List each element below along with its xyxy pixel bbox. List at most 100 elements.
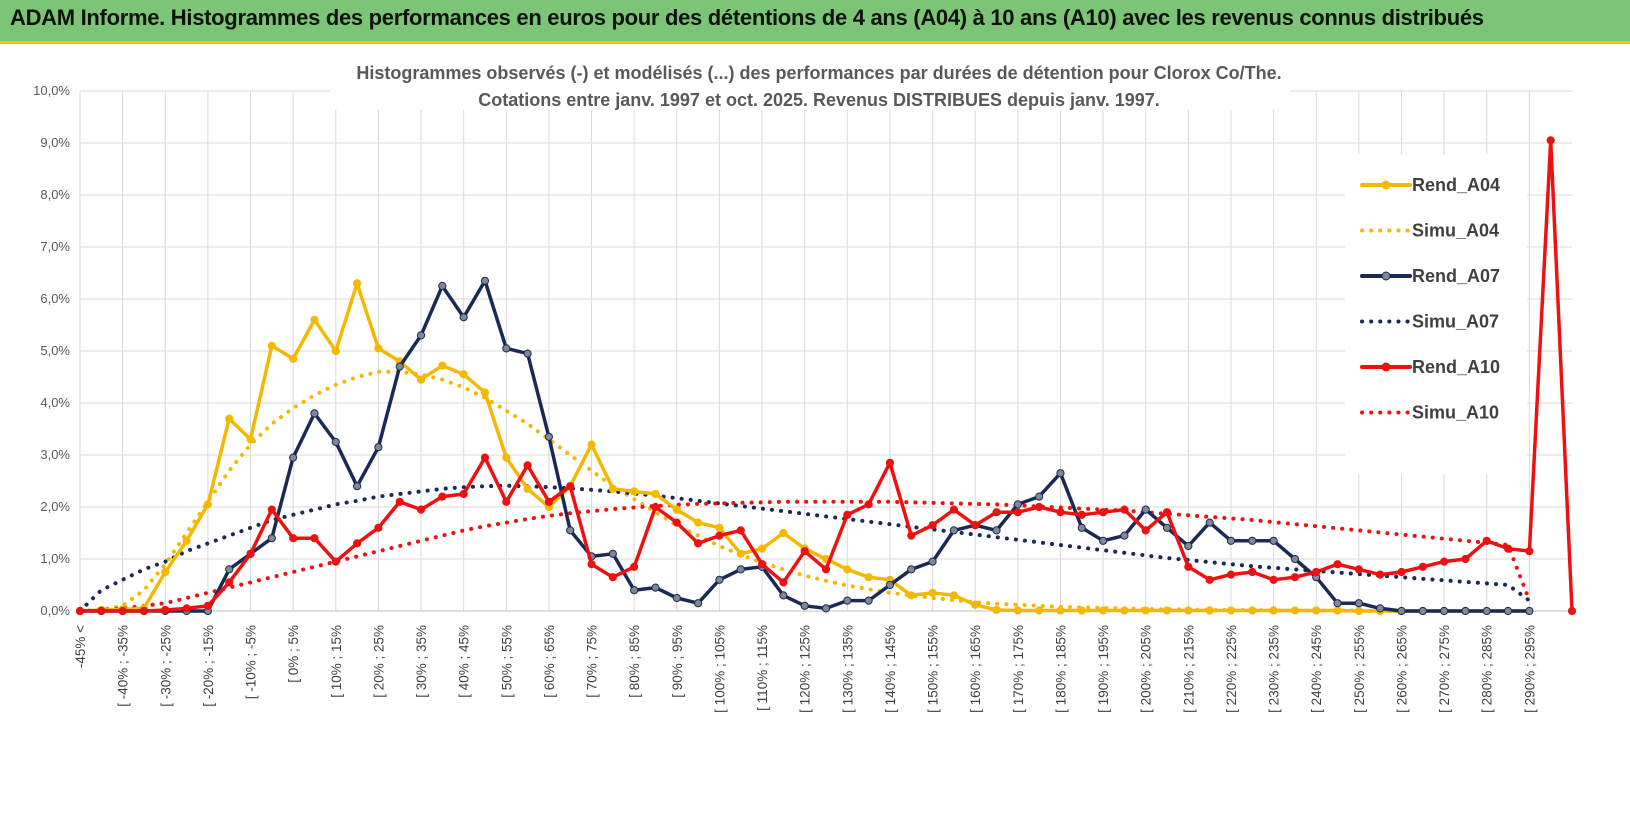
series-line-simu_a10	[78, 499, 1532, 613]
data-point-rend_a04	[949, 591, 958, 600]
data-point-rend_a07	[800, 601, 809, 610]
legend-label: Rend_A07	[1412, 266, 1500, 286]
data-point-rend_a04	[843, 565, 852, 574]
x-tick-label: [ 100% ; 105%	[712, 625, 727, 713]
data-point-rend_a10	[736, 526, 745, 535]
data-point-rend_a10	[1333, 560, 1342, 569]
data-point-rend_a10	[587, 560, 596, 569]
data-point-rend_a10	[1354, 565, 1363, 574]
x-tick-label: [ 170% ; 175%	[1011, 625, 1026, 713]
data-point-rend_a10	[1269, 575, 1278, 584]
data-point-rend_a04	[1056, 606, 1065, 615]
data-point-rend_a07	[1269, 536, 1278, 545]
data-point-rend_a10	[907, 531, 916, 540]
data-point-rend_a04	[1205, 606, 1214, 615]
x-tick-label: [ 250% ; 255%	[1352, 625, 1367, 713]
data-point-rend_a07	[1120, 531, 1129, 540]
x-tick-label: [ 210% ; 215%	[1181, 625, 1196, 713]
data-point-rend_a10	[523, 461, 532, 470]
x-tick-label: -45% <	[73, 625, 88, 668]
header-banner: ADAM Informe. Histogrammes des performan…	[0, 0, 1630, 44]
data-point-rend_a04	[225, 414, 234, 423]
data-point-rend_a10	[800, 547, 809, 556]
data-point-rend_a04	[928, 588, 937, 597]
y-tick-label: 1,0%	[40, 551, 70, 566]
data-point-rend_a10	[651, 502, 660, 512]
data-point-rend_a10	[1162, 508, 1172, 517]
data-point-rend_a04	[246, 435, 255, 444]
data-point-rend_a10	[864, 500, 873, 509]
data-point-rend_a10	[480, 453, 490, 462]
x-tick-label: [ 90% ; 95%	[670, 625, 685, 698]
data-point-rend_a10	[1120, 505, 1129, 514]
legend-marker	[1381, 180, 1391, 190]
data-point-rend_a07	[907, 565, 916, 574]
data-point-rend_a07	[480, 276, 490, 285]
data-point-rend_a07	[310, 409, 319, 418]
x-tick-label: [ -40% ; -35%	[116, 625, 131, 707]
data-point-rend_a07	[1376, 604, 1385, 613]
y-tick-label: 5,0%	[40, 343, 70, 358]
data-point-rend_a04	[630, 487, 639, 496]
data-point-rend_a04	[587, 440, 596, 449]
data-point-rend_a04	[459, 370, 468, 379]
data-point-rend_a10	[331, 557, 340, 566]
data-point-rend_a04	[672, 505, 681, 514]
x-tick-label: [ 200% ; 205%	[1139, 625, 1154, 713]
y-tick-label: 10,0%	[33, 83, 70, 98]
data-point-rend_a07	[289, 453, 298, 462]
data-point-rend_a07	[864, 596, 873, 605]
x-tick-label: [ 50% ; 55%	[499, 625, 514, 698]
data-point-rend_a10	[438, 492, 447, 501]
y-tick-label: 8,0%	[40, 187, 70, 202]
data-point-rend_a07	[1503, 606, 1513, 616]
data-point-rend_a04	[1013, 606, 1022, 615]
data-point-rend_a10	[267, 505, 276, 514]
legend-marker	[1381, 271, 1391, 281]
data-point-rend_a07	[651, 583, 660, 592]
chart-title: Histogrammes observés (-) et modélisés (…	[356, 63, 1281, 83]
legend-label: Rend_A10	[1412, 357, 1500, 377]
data-point-rend_a04	[736, 549, 745, 558]
data-point-rend_a04	[971, 600, 980, 609]
data-point-rend_a04	[267, 341, 276, 350]
data-point-rend_a10	[608, 573, 617, 582]
data-point-rend_a07	[715, 575, 724, 584]
data-point-rend_a10	[1098, 508, 1108, 517]
data-point-rend_a10	[1056, 508, 1065, 517]
data-point-rend_a04	[331, 346, 340, 356]
data-point-rend_a07	[672, 593, 681, 603]
data-point-rend_a10	[1376, 570, 1385, 579]
data-point-rend_a07	[1333, 599, 1342, 608]
x-tick-label: [ 150% ; 155%	[926, 625, 941, 713]
data-point-rend_a10	[416, 505, 426, 514]
data-point-rend_a07	[885, 580, 895, 590]
data-point-rend_a04	[1141, 606, 1150, 615]
data-point-rend_a07	[544, 432, 554, 441]
x-tick-label: [ 290% ; 295%	[1522, 625, 1537, 713]
data-point-rend_a10	[75, 606, 85, 616]
data-point-rend_a04	[182, 536, 191, 545]
data-point-rend_a07	[1525, 606, 1534, 616]
chart-area: 0,0% 1,0% 2,0% 3,0% 4,0% 5,0% 6,0% 7,0% 8,0% 9,0%…	[0, 44, 1630, 815]
x-tick-label: [ 240% ; 245%	[1309, 625, 1324, 713]
data-point-rend_a10	[139, 606, 149, 616]
data-point-rend_a10	[1312, 567, 1321, 577]
data-point-rend_a04	[416, 375, 426, 384]
legend-label: Simu_A10	[1412, 403, 1499, 423]
data-point-rend_a04	[1269, 606, 1278, 615]
data-point-rend_a04	[694, 518, 703, 527]
data-point-rend_a04	[1120, 606, 1129, 615]
data-point-rend_a07	[566, 526, 575, 535]
data-point-rend_a07	[331, 437, 340, 447]
data-point-rend_a10	[1546, 136, 1555, 145]
data-point-rend_a10	[757, 560, 767, 569]
page-title: ADAM Informe. Histogrammes des performan…	[10, 5, 1484, 30]
data-point-rend_a10	[1077, 510, 1086, 519]
data-point-rend_a10	[118, 606, 127, 616]
y-tick-label: 4,0%	[40, 395, 70, 410]
data-point-rend_a04	[864, 573, 873, 582]
data-point-rend_a07	[821, 604, 831, 613]
x-tick-label: [ 110% ; 115%	[755, 625, 770, 711]
chart-subtitle: Cotations entre janv. 1997 et oct. 2025.…	[478, 90, 1160, 110]
